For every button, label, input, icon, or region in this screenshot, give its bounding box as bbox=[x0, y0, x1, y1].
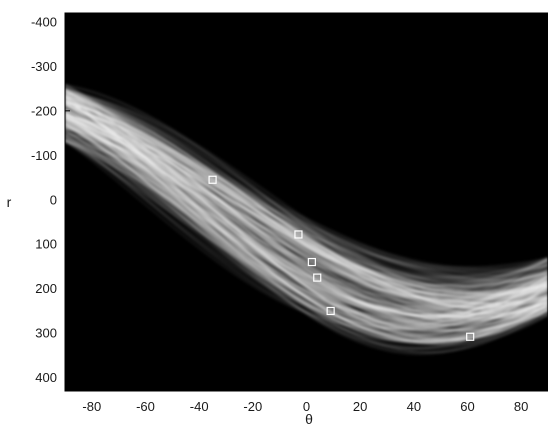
hough-curve bbox=[65, 123, 548, 321]
peak-markers bbox=[208, 175, 475, 341]
hough-curve bbox=[65, 96, 548, 319]
hough-curve bbox=[65, 112, 548, 303]
hough-curve bbox=[65, 89, 548, 341]
x-tick-label: 80 bbox=[514, 399, 528, 414]
x-tick-label: -20 bbox=[243, 399, 262, 414]
y-tick-label: 200 bbox=[35, 281, 57, 296]
x-tick-label: 40 bbox=[407, 399, 421, 414]
y-tick-label: 300 bbox=[35, 326, 57, 341]
hough-curve bbox=[65, 109, 548, 319]
y-axis-label: r bbox=[7, 194, 12, 210]
y-tick-label: -100 bbox=[31, 148, 57, 163]
x-tick-label: -60 bbox=[136, 399, 155, 414]
hough-curve bbox=[65, 97, 548, 322]
y-axis-ticks: -400 -300 -200 -100 0 100 200 300 400 bbox=[31, 14, 70, 385]
y-tick-label: 100 bbox=[35, 237, 57, 252]
x-axis-ticks: -80 -60 -40 -20 0 20 40 60 80 bbox=[82, 13, 528, 414]
hough-curve bbox=[65, 104, 548, 307]
peak-marker bbox=[326, 306, 335, 316]
hough-curve bbox=[65, 101, 548, 309]
x-tick-label: -40 bbox=[190, 399, 209, 414]
hough-curve bbox=[65, 102, 548, 326]
y-tick-label: 0 bbox=[50, 192, 57, 207]
y-tick-label: -200 bbox=[31, 103, 57, 118]
hough-curve bbox=[65, 100, 548, 332]
peak-marker bbox=[313, 273, 322, 282]
x-tick-label: 60 bbox=[460, 399, 474, 414]
peak-marker bbox=[208, 175, 217, 184]
hough-curve bbox=[65, 92, 548, 315]
peak-marker bbox=[307, 257, 316, 267]
hough-curve bbox=[65, 92, 548, 313]
x-tick-label: -80 bbox=[82, 399, 101, 414]
y-tick-label: -300 bbox=[31, 59, 57, 74]
sinusoid-curves bbox=[65, 83, 548, 355]
x-tick-label: 20 bbox=[353, 399, 367, 414]
hough-curve bbox=[65, 95, 548, 311]
x-tick-label: 0 bbox=[303, 399, 310, 414]
peak-marker bbox=[466, 332, 475, 341]
y-tick-label: -400 bbox=[31, 14, 57, 29]
peak-marker bbox=[294, 230, 303, 239]
y-tick-label: 400 bbox=[35, 370, 57, 385]
x-axis-label: θ bbox=[305, 411, 313, 427]
hough-curve bbox=[65, 112, 548, 338]
